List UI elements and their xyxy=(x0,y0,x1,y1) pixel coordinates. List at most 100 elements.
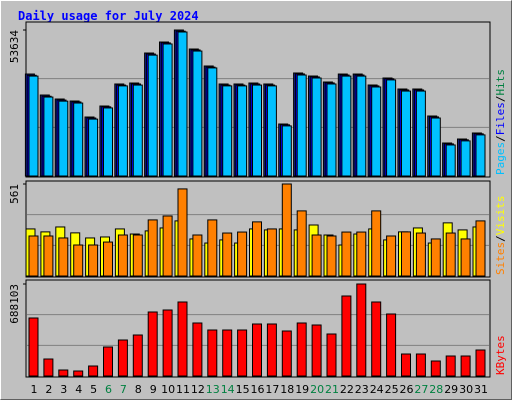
bar xyxy=(147,219,158,277)
x-tick-label: 26 xyxy=(400,383,414,396)
x-tick-label: 1 xyxy=(31,383,38,396)
x-tick-label: 18 xyxy=(280,383,294,396)
bar xyxy=(311,77,322,177)
bar xyxy=(266,85,277,177)
bar xyxy=(401,353,411,377)
chart-title: Daily usage for July 2024 xyxy=(18,9,199,23)
bar xyxy=(88,118,99,177)
x-tick-label: 7 xyxy=(120,383,127,396)
x-tick-label: 5 xyxy=(90,383,97,396)
bar xyxy=(386,235,397,277)
bar xyxy=(430,360,441,377)
legend: Pages/Files/Hits xyxy=(494,69,507,175)
x-tick-label: 23 xyxy=(355,383,369,396)
bar xyxy=(341,75,352,177)
bar xyxy=(386,79,397,177)
bar xyxy=(43,96,54,177)
x-tick-label: 8 xyxy=(135,383,142,396)
legend-entry: Sites xyxy=(494,242,507,275)
bar xyxy=(28,75,39,177)
bar xyxy=(117,339,128,377)
x-tick-label: 17 xyxy=(265,383,279,396)
bar xyxy=(326,83,337,177)
bar xyxy=(222,232,233,277)
bar xyxy=(177,31,188,177)
bar xyxy=(147,311,158,377)
bar xyxy=(147,54,158,177)
legend-entry: Visits xyxy=(494,196,507,236)
bar xyxy=(28,317,39,377)
x-tick-label: 31 xyxy=(474,383,488,396)
bar xyxy=(162,309,173,377)
legend-separator: / xyxy=(494,235,507,242)
bar xyxy=(177,188,188,277)
x-tick-label: 25 xyxy=(385,383,399,396)
x-tick-label: 22 xyxy=(340,383,354,396)
bar xyxy=(88,365,99,377)
bar xyxy=(192,322,203,377)
bar xyxy=(88,244,99,277)
bar xyxy=(43,358,54,377)
bar xyxy=(103,346,113,377)
bar xyxy=(460,140,471,177)
bar xyxy=(237,329,248,377)
bar xyxy=(103,241,113,277)
bar xyxy=(401,231,411,277)
bar xyxy=(475,220,486,277)
bar xyxy=(43,235,54,277)
bar xyxy=(415,90,426,177)
x-tick-label: 12 xyxy=(191,383,205,396)
y-tick-label: 561 xyxy=(8,184,21,204)
legend: Sites/Visits xyxy=(494,196,507,276)
bar xyxy=(445,355,456,377)
bar xyxy=(266,323,277,377)
bar xyxy=(445,232,456,277)
bar xyxy=(207,67,218,177)
bar xyxy=(460,355,471,377)
x-tick-label: 16 xyxy=(251,383,265,396)
legend: KBytes xyxy=(494,335,507,375)
bar xyxy=(132,334,143,377)
x-tick-label: 24 xyxy=(370,383,384,396)
y-tick-label: 688103 xyxy=(8,284,21,324)
bar xyxy=(445,144,456,177)
bar xyxy=(311,324,322,377)
y-tick-label: 53634 xyxy=(8,30,21,63)
bar xyxy=(207,329,218,377)
bar xyxy=(430,117,441,177)
x-tick-label: 11 xyxy=(176,383,190,396)
bar xyxy=(356,231,367,277)
bar xyxy=(162,215,173,277)
bar xyxy=(326,333,337,377)
bar xyxy=(222,329,233,377)
bar xyxy=(266,228,277,277)
legend-entry: KBytes xyxy=(494,335,507,375)
bar xyxy=(281,125,292,177)
bar xyxy=(73,370,84,377)
bar xyxy=(430,238,441,277)
bar xyxy=(341,231,352,277)
bar xyxy=(252,221,262,277)
x-tick-label: 29 xyxy=(444,383,458,396)
bar xyxy=(356,283,367,377)
x-tick-label: 27 xyxy=(414,383,428,396)
bar xyxy=(103,107,113,177)
bar xyxy=(192,50,203,177)
bar xyxy=(132,84,143,177)
x-tick-label: 10 xyxy=(161,383,175,396)
bar xyxy=(117,85,128,177)
bar xyxy=(415,353,426,377)
x-tick-label: 19 xyxy=(295,383,309,396)
bar xyxy=(117,234,128,277)
bar xyxy=(192,234,203,277)
x-tick-label: 3 xyxy=(60,383,67,396)
bar xyxy=(296,74,307,177)
bar xyxy=(237,85,248,177)
x-tick-label: 2 xyxy=(45,383,52,396)
bar xyxy=(386,313,397,377)
x-tick-label: 4 xyxy=(75,383,82,396)
x-tick-label: 15 xyxy=(236,383,250,396)
x-tick-label: 30 xyxy=(459,383,473,396)
